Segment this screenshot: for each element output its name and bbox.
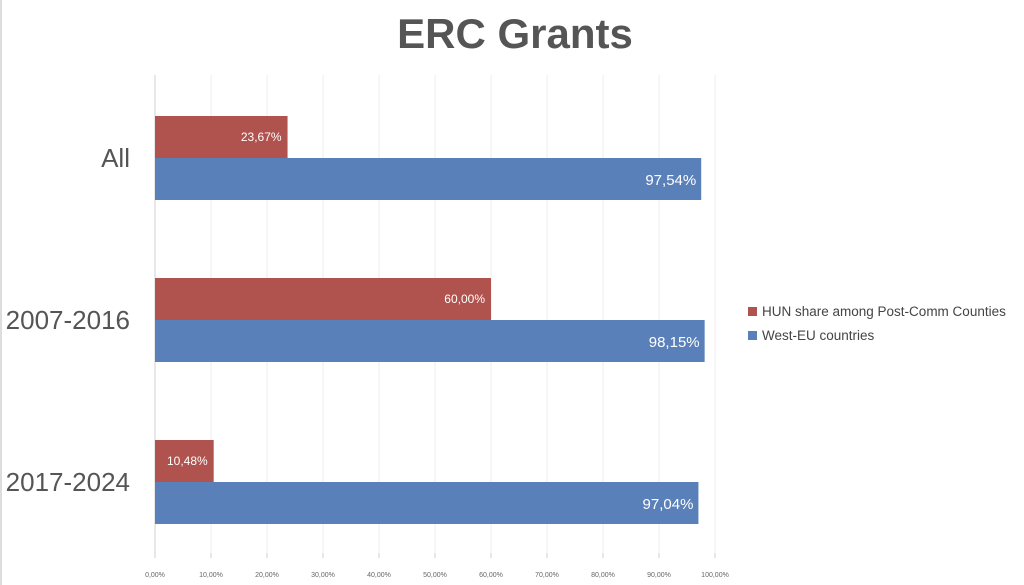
legend-label: HUN share among Post-Comm Counties <box>762 304 1006 319</box>
x-tick-label: 60,00% <box>479 572 503 579</box>
data-label: 98,15% <box>649 334 700 351</box>
x-tick-label: 90,00% <box>647 572 671 579</box>
x-tick-label: 50,00% <box>423 572 447 579</box>
data-label: 97,54% <box>645 172 696 189</box>
bar-west-eu <box>155 158 702 200</box>
window-edge <box>0 0 2 585</box>
data-label: 23,67% <box>241 130 282 144</box>
bar-west-eu <box>155 320 705 362</box>
bar-hun <box>155 116 288 158</box>
x-tick-label: 100,00% <box>701 572 729 579</box>
x-tick-label: 20,00% <box>255 572 279 579</box>
x-tick-label: 0,00% <box>145 572 165 579</box>
x-tick-label: 40,00% <box>367 572 391 579</box>
x-tick-label: 30,00% <box>311 572 335 579</box>
chart-title: ERC Grants <box>397 10 633 57</box>
legend-swatch <box>748 307 757 316</box>
category-label: All <box>101 143 130 173</box>
x-tick-label: 10,00% <box>199 572 223 579</box>
legend-label: West-EU countries <box>762 328 875 343</box>
data-label: 97,04% <box>643 496 694 513</box>
bar-hun <box>155 440 214 482</box>
data-label: 60,00% <box>444 292 485 306</box>
category-label: 2017-2024 <box>6 467 130 497</box>
data-label: 10,48% <box>167 454 208 468</box>
bar-west-eu <box>155 482 699 524</box>
x-tick-label: 70,00% <box>535 572 559 579</box>
category-label: 2007-2016 <box>6 305 130 335</box>
legend-swatch <box>748 331 757 340</box>
x-tick-label: 80,00% <box>591 572 615 579</box>
bar-hun <box>155 278 491 320</box>
